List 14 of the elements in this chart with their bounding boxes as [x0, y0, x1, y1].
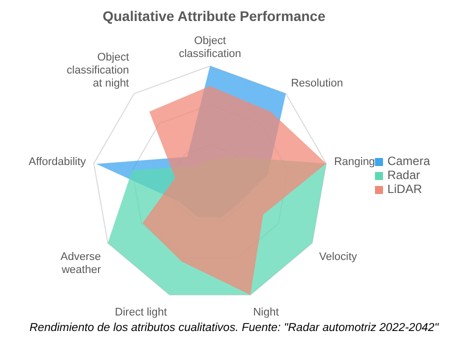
spoke-label: Object classification	[178, 34, 242, 60]
spoke-label: Night	[253, 306, 279, 318]
text: Rendimiento de los atributos cualitativos. Fuente: "Radar automotriz 2022-2042"	[28, 322, 440, 334]
spoke-label: Adverse weather	[60, 250, 102, 276]
spoke-label: Affordability	[28, 156, 86, 168]
spoke-label: Direct light	[114, 306, 167, 318]
spoke-label: Resolution	[290, 77, 343, 90]
legend-label: Radar	[387, 168, 420, 182]
spoke-label: Velocity	[319, 250, 358, 263]
chart-title: Qualitative Attribute Performance	[102, 8, 326, 26]
legend-label: LiDAR	[387, 182, 422, 196]
legend-label: Camera	[387, 154, 430, 168]
spoke-label: Ranging	[334, 156, 376, 168]
spoke-label: Object classification at night	[66, 51, 130, 90]
